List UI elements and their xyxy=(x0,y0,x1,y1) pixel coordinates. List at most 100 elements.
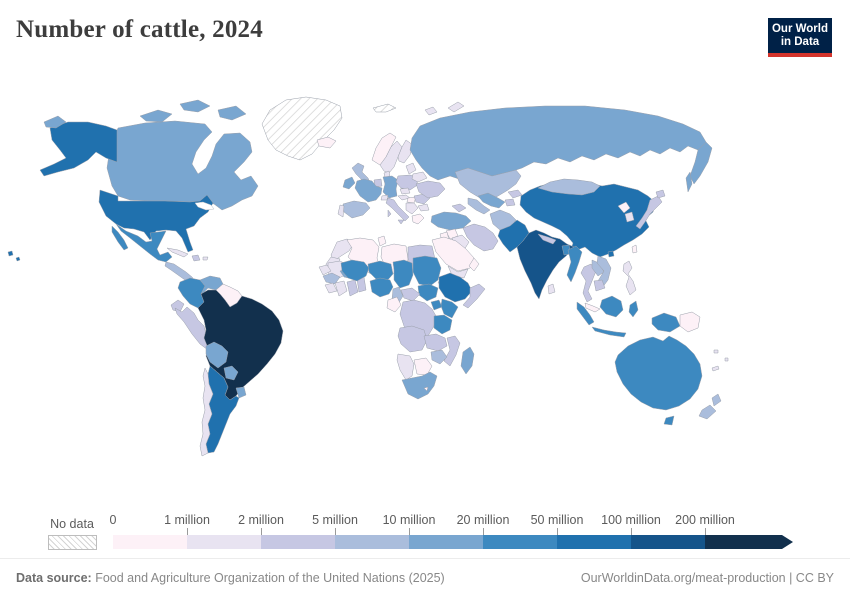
country-russia-chukotka[interactable] xyxy=(43,115,67,129)
country-spain[interactable] xyxy=(342,200,371,219)
country-canada-islands[interactable] xyxy=(139,109,173,123)
country-france[interactable] xyxy=(354,178,383,203)
country-niger[interactable] xyxy=(367,260,394,283)
legend-bin-4[interactable] xyxy=(409,535,483,549)
country-papua-new-guinea[interactable] xyxy=(679,311,701,333)
country-cambodia[interactable] xyxy=(593,279,606,292)
country-kenya[interactable] xyxy=(440,298,459,319)
country-myanmar[interactable] xyxy=(566,245,583,283)
country-iran[interactable] xyxy=(462,223,499,252)
country-caribbean[interactable] xyxy=(202,256,209,261)
country-taiwan[interactable] xyxy=(631,244,638,254)
country-kyrgyzstan[interactable] xyxy=(507,189,523,199)
country-zambia[interactable] xyxy=(423,333,448,352)
country-indonesia-sumatra[interactable] xyxy=(576,301,595,326)
country-ethiopia[interactable] xyxy=(438,272,473,303)
country-greece[interactable] xyxy=(411,213,425,225)
country-canada[interactable] xyxy=(106,120,259,211)
country-venezuela[interactable] xyxy=(199,275,224,295)
legend-bin-1[interactable] xyxy=(187,535,261,549)
country-caucasus[interactable] xyxy=(451,203,467,213)
country-uzbekistan[interactable] xyxy=(477,192,506,209)
country-somalia[interactable] xyxy=(462,283,486,309)
legend-bin-2[interactable] xyxy=(261,535,335,549)
legend-bin-0[interactable] xyxy=(113,535,187,549)
country-chad[interactable] xyxy=(392,259,414,289)
country-philippines[interactable] xyxy=(622,260,637,296)
country-hispaniola[interactable] xyxy=(191,254,201,262)
country-botswana[interactable] xyxy=(413,357,433,376)
country-china-hainan[interactable] xyxy=(607,250,615,258)
country-paraguay[interactable] xyxy=(223,365,239,381)
country-svalbard[interactable] xyxy=(372,103,397,113)
country-indonesia-java[interactable] xyxy=(591,326,627,338)
country-sierra-leone-liberia[interactable] xyxy=(324,282,338,294)
country-madagascar[interactable] xyxy=(460,346,475,375)
country-ukraine[interactable] xyxy=(415,180,446,199)
country-bulgaria[interactable] xyxy=(417,203,430,212)
country-ireland[interactable] xyxy=(342,176,356,190)
country-tanzania[interactable] xyxy=(433,314,453,335)
country-brazil[interactable] xyxy=(197,289,284,401)
country-central-african-republic[interactable] xyxy=(400,287,421,302)
country-usa-hawaii[interactable] xyxy=(7,250,14,257)
country-angola[interactable] xyxy=(397,325,428,353)
country-south-africa[interactable] xyxy=(401,371,438,400)
country-senegal[interactable] xyxy=(318,264,332,276)
country-balkans[interactable] xyxy=(405,202,419,215)
country-usa[interactable] xyxy=(98,189,214,253)
country-italy[interactable] xyxy=(385,197,410,222)
country-sudan[interactable] xyxy=(412,255,442,287)
country-mongolia[interactable] xyxy=(537,178,601,196)
country-australia-tasmania[interactable] xyxy=(663,415,675,426)
country-oman[interactable] xyxy=(468,257,480,272)
country-uruguay[interactable] xyxy=(235,386,247,399)
country-russia[interactable] xyxy=(409,105,707,181)
country-czechia[interactable] xyxy=(399,187,411,195)
no-data-swatch[interactable] xyxy=(48,535,97,550)
country-guinea[interactable] xyxy=(322,272,341,285)
country-italy-islands[interactable] xyxy=(387,209,405,225)
country-japan[interactable] xyxy=(635,195,663,230)
legend-bin-6[interactable] xyxy=(557,535,631,549)
country-mexico[interactable] xyxy=(115,223,173,263)
legend-bin-8[interactable] xyxy=(705,535,793,549)
country-usa-hawaii[interactable] xyxy=(15,256,21,262)
country-tunisia[interactable] xyxy=(377,235,387,247)
country-india[interactable] xyxy=(516,229,575,300)
country-canada-islands[interactable] xyxy=(179,99,211,113)
country-bolivia[interactable] xyxy=(205,341,229,369)
country-kazakhstan[interactable] xyxy=(454,167,522,201)
country-usa-alaska[interactable] xyxy=(39,121,118,177)
country-chile[interactable] xyxy=(199,367,214,457)
country-indonesia-papua[interactable] xyxy=(651,312,681,333)
country-pacific-islands[interactable] xyxy=(711,349,729,372)
country-ecuador[interactable] xyxy=(170,299,185,313)
country-new-zealand-north[interactable] xyxy=(711,393,722,407)
country-russia-kamchatka[interactable] xyxy=(689,141,713,185)
country-malawi-mozambique[interactable] xyxy=(443,335,461,367)
country-portugal[interactable] xyxy=(337,204,345,218)
country-indonesia-sulawesi[interactable] xyxy=(628,300,639,318)
country-sri-lanka[interactable] xyxy=(547,283,556,295)
legend-bin-3[interactable] xyxy=(335,535,409,549)
country-mexico-baja[interactable] xyxy=(111,225,129,251)
country-australia[interactable] xyxy=(614,335,703,411)
country-arctic-islands[interactable] xyxy=(424,101,465,116)
country-nigeria[interactable] xyxy=(369,277,394,298)
country-uganda[interactable] xyxy=(430,299,443,311)
country-ghana[interactable] xyxy=(346,279,359,297)
legend-bin-5[interactable] xyxy=(483,535,557,549)
country-iceland[interactable] xyxy=(316,136,337,149)
country-switzerland[interactable] xyxy=(380,194,389,201)
country-south-sudan[interactable] xyxy=(417,283,439,302)
legend-bin-7[interactable] xyxy=(631,535,705,549)
country-greenland[interactable] xyxy=(261,96,343,161)
country-tajikistan[interactable] xyxy=(504,198,516,207)
country-zimbabwe[interactable] xyxy=(430,349,448,365)
country-north-korea[interactable] xyxy=(617,201,631,214)
country-ivory-coast[interactable] xyxy=(334,280,348,297)
owid-logo[interactable]: Our World in Data xyxy=(768,18,832,57)
country-cuba[interactable] xyxy=(166,247,189,258)
country-baltics[interactable] xyxy=(405,162,417,175)
